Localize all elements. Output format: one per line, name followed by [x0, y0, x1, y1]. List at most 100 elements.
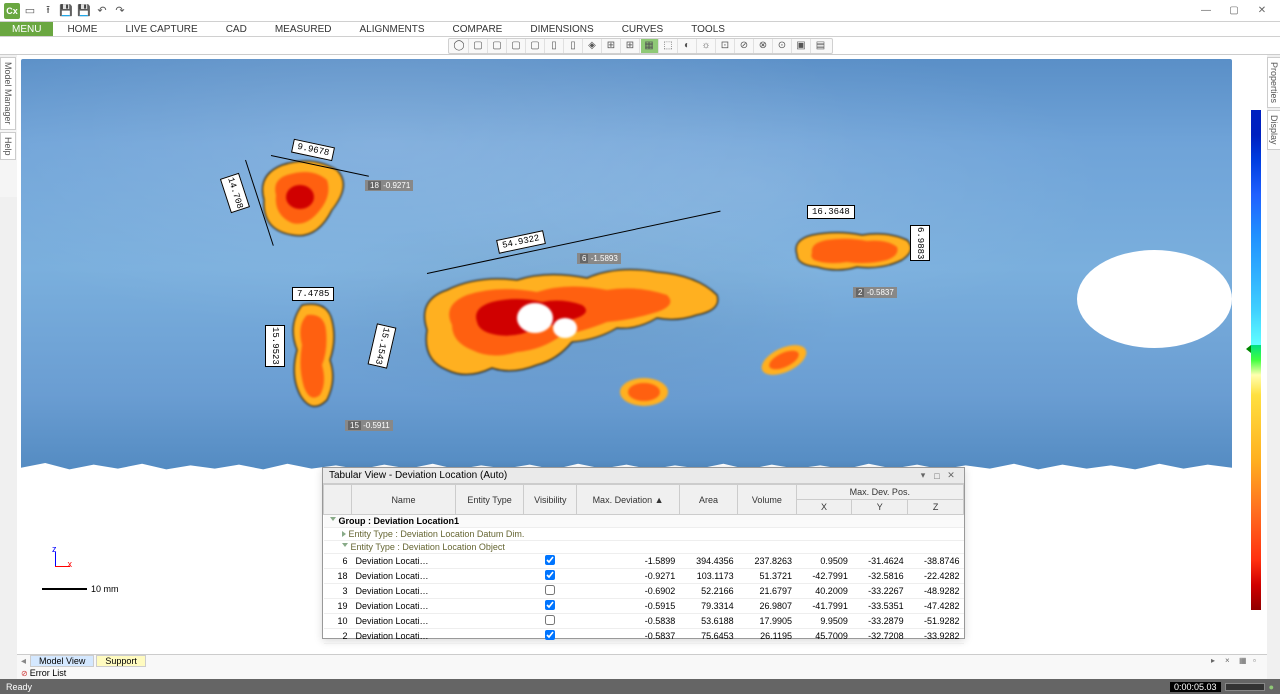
dim-2-h: 15.9523	[265, 325, 285, 367]
table-row[interactable]: 2Deviation Locati…-0.583775.645326.11954…	[324, 629, 964, 644]
col-volume[interactable]: Volume	[738, 485, 796, 515]
tool-tex-icon[interactable]: ⊡	[717, 39, 735, 53]
tool-back-icon[interactable]: ▢	[489, 39, 507, 53]
redo-icon[interactable]: ↷	[112, 3, 128, 19]
visibility-checkbox[interactable]	[545, 555, 555, 565]
col-entity-type[interactable]: Entity Type	[455, 485, 523, 515]
entity-type-row[interactable]: Entity Type : Deviation Location Datum D…	[324, 528, 964, 541]
progress-bar	[1225, 683, 1265, 691]
col-y[interactable]: Y	[852, 500, 908, 515]
col-name[interactable]: Name	[352, 485, 456, 515]
properties-tab[interactable]: Properties	[1267, 57, 1280, 108]
maximize-button[interactable]: ▢	[1220, 2, 1248, 20]
new-icon[interactable]: ▭	[22, 3, 38, 19]
deviation-blob-4	[782, 225, 922, 280]
tool-grid2-icon[interactable]: ⊞	[622, 39, 640, 53]
tool-wire-icon[interactable]: ⬚	[660, 39, 678, 53]
open-icon[interactable]: ⭱	[40, 3, 56, 19]
tool-shade-icon[interactable]: ◐	[679, 39, 697, 53]
tab-home[interactable]: HOME	[53, 22, 111, 36]
col-visibility[interactable]: Visibility	[524, 485, 577, 515]
model-area[interactable]: 9.9678 14.708 18 -0.9271 7.4785 15.9523 …	[17, 55, 1267, 654]
nav-next-icon[interactable]: ×	[1225, 656, 1235, 666]
tab-measured[interactable]: MEASURED	[261, 22, 346, 36]
menu-button[interactable]: MENU	[0, 22, 53, 36]
visibility-checkbox[interactable]	[545, 630, 555, 640]
table-row[interactable]: 10Deviation Locati…-0.583853.618817.9905…	[324, 614, 964, 629]
tool-left-icon[interactable]: ▢	[508, 39, 526, 53]
tab-live-capture[interactable]: LIVE CAPTURE	[111, 22, 211, 36]
tool-top-icon[interactable]: ▯	[546, 39, 564, 53]
error-list-tab[interactable]: Error List	[30, 668, 67, 678]
display-tab[interactable]: Display	[1267, 110, 1280, 150]
right-dock-tabs: Properties Display	[1267, 57, 1280, 152]
minimize-button[interactable]: —	[1192, 2, 1220, 20]
tool-d-icon[interactable]: ▣	[793, 39, 811, 53]
gradient-bar	[1251, 110, 1261, 610]
tool-grid-icon[interactable]: ⊞	[603, 39, 621, 53]
deviation-blob-1	[252, 155, 362, 250]
model-manager-tab[interactable]: Model Manager	[0, 57, 16, 130]
tab-dimensions[interactable]: DIMENSIONS	[516, 22, 607, 36]
app-icon: Cx	[4, 3, 20, 19]
bottom-tabs: ◂ Model View Support ▸ × ▦ ▫ ⊘ Error Lis…	[17, 654, 1267, 679]
deviation-blob-3	[397, 250, 727, 405]
tool-a-icon[interactable]: ⊘	[736, 39, 754, 53]
table-row[interactable]: 6Deviation Locati…-1.5899394.4356237.826…	[324, 554, 964, 569]
scale-bar: 10 mm	[42, 584, 119, 594]
tool-rotate-icon[interactable]: ◯	[451, 39, 469, 53]
model-view-tab[interactable]: Model View	[30, 655, 94, 667]
col-z[interactable]: Z	[908, 500, 964, 515]
save-as-icon[interactable]: 💾	[76, 3, 92, 19]
col-max-dev-pos[interactable]: Max. Dev. Pos.	[796, 485, 963, 500]
table-row[interactable]: 3Deviation Locati…-0.690252.216621.67974…	[324, 584, 964, 599]
undo-icon[interactable]: ↶	[94, 3, 110, 19]
help-tab[interactable]: Help	[0, 132, 16, 161]
viewport[interactable]: 9.9678 14.708 18 -0.9271 7.4785 15.9523 …	[17, 55, 1267, 654]
nav-a-icon[interactable]: ▦	[1239, 656, 1249, 666]
small-blob-1	[617, 375, 672, 410]
tabular-view-panel[interactable]: Tabular View - Deviation Location (Auto)…	[322, 467, 965, 639]
visibility-checkbox[interactable]	[545, 585, 555, 595]
tool-bottom-icon[interactable]: ▯	[565, 39, 583, 53]
nav-b-icon[interactable]: ▫	[1253, 656, 1263, 666]
tool-light-icon[interactable]: ☼	[698, 39, 716, 53]
tool-front-icon[interactable]: ▢	[470, 39, 488, 53]
tool-e-icon[interactable]: ▤	[812, 39, 830, 53]
ribbon: MENU HOME LIVE CAPTURE CAD MEASURED ALIG…	[0, 22, 1280, 37]
panel-close-icon[interactable]: ✕	[944, 470, 958, 481]
tool-right-icon[interactable]: ▢	[527, 39, 545, 53]
visibility-checkbox[interactable]	[545, 615, 555, 625]
col-area[interactable]: Area	[679, 485, 737, 515]
deviation-blob-2	[282, 295, 352, 420]
col-max-dev[interactable]: Max. Deviation ▲	[577, 485, 679, 515]
small-blob-2	[757, 345, 812, 375]
tool-iso-icon[interactable]: ◈	[584, 39, 602, 53]
col-x[interactable]: X	[796, 500, 852, 515]
tab-compare[interactable]: COMPARE	[439, 22, 517, 36]
visibility-checkbox[interactable]	[545, 600, 555, 610]
tool-fit-icon[interactable]: ▦	[641, 39, 659, 53]
tool-b-icon[interactable]: ⊗	[755, 39, 773, 53]
panel-dropdown-icon[interactable]: ▾	[916, 470, 930, 481]
table-row[interactable]: 19Deviation Locati…-0.591579.331426.9807…	[324, 599, 964, 614]
nav-prev-icon[interactable]: ▸	[1211, 656, 1221, 666]
panel-pin-icon[interactable]: □	[930, 471, 944, 481]
scale-marker-icon	[1246, 345, 1251, 353]
visibility-checkbox[interactable]	[545, 570, 555, 580]
entity-type-row[interactable]: Entity Type : Deviation Location Object	[324, 541, 964, 554]
tab-curves[interactable]: CURVES	[608, 22, 678, 36]
save-icon[interactable]: 💾	[58, 3, 74, 19]
close-button[interactable]: ✕	[1248, 2, 1276, 20]
prev-tab-icon[interactable]: ◂	[21, 656, 26, 667]
tab-alignments[interactable]: ALIGNMENTS	[346, 22, 439, 36]
value-label-4: 2 -0.5837	[853, 287, 897, 298]
table-row[interactable]: 18Deviation Locati…-0.9271103.117351.372…	[324, 569, 964, 584]
tab-tools[interactable]: TOOLS	[677, 22, 739, 36]
title-bar: Cx ▭ ⭱ 💾 💾 ↶ ↷ — ▢ ✕	[0, 0, 1280, 22]
support-tab[interactable]: Support	[96, 655, 146, 667]
tab-cad[interactable]: CAD	[212, 22, 261, 36]
tool-c-icon[interactable]: ⊙	[774, 39, 792, 53]
tabular-header[interactable]: Tabular View - Deviation Location (Auto)…	[323, 468, 964, 484]
group-row[interactable]: Group : Deviation Location1	[324, 515, 964, 528]
